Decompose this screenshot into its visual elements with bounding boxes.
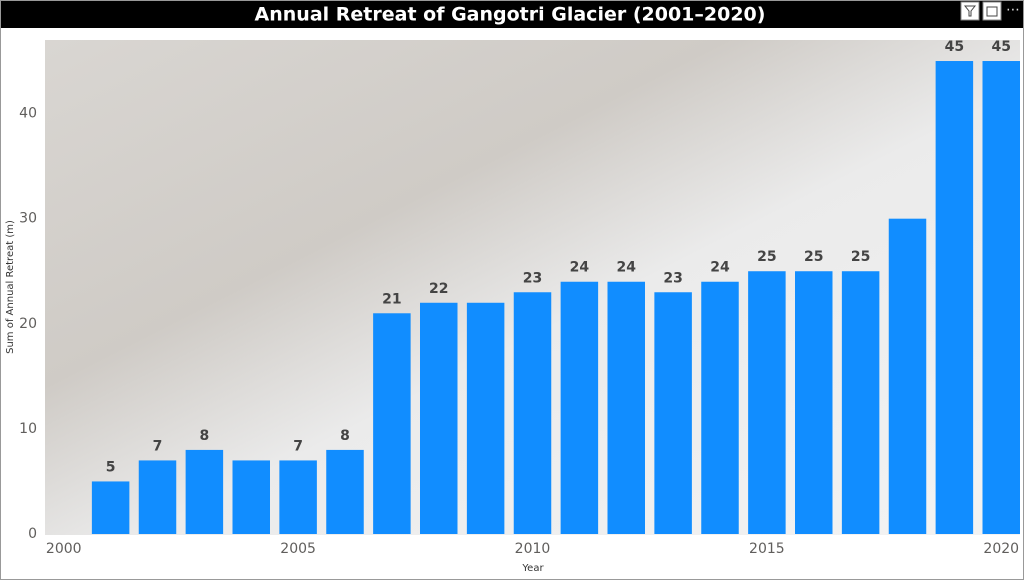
x-tick-label: 2005 <box>280 541 316 557</box>
bar <box>279 460 317 534</box>
data-label: 24 <box>570 260 590 276</box>
bar <box>935 61 974 535</box>
data-label: 7 <box>153 438 163 454</box>
x-tick-label: 2010 <box>515 541 551 557</box>
bar <box>560 281 599 534</box>
data-label: 5 <box>106 459 116 475</box>
data-label: 23 <box>663 270 682 286</box>
y-tick-label: 30 <box>19 211 37 227</box>
data-label: 25 <box>851 249 870 265</box>
filter-icon[interactable] <box>960 1 980 21</box>
data-label: 45 <box>992 39 1011 55</box>
x-tick-label: 2020 <box>983 541 1019 557</box>
bar <box>185 449 224 534</box>
data-label: 45 <box>945 39 964 55</box>
bar <box>420 302 458 534</box>
title-bar <box>0 0 1024 28</box>
data-label: 24 <box>710 260 730 276</box>
bar <box>701 281 739 534</box>
data-label: 8 <box>200 428 210 444</box>
x-axis-title: Year <box>521 563 544 574</box>
focus-glyph <box>986 6 998 17</box>
bar <box>373 313 411 534</box>
x-tick-label: 2015 <box>749 541 785 557</box>
bar <box>654 292 692 534</box>
data-label: 22 <box>429 281 448 297</box>
chart-title: Annual Retreat of Gangotri Glacier (2001… <box>255 4 766 26</box>
data-label: 8 <box>340 428 350 444</box>
bar <box>795 271 833 534</box>
data-label: 24 <box>617 260 637 276</box>
bar <box>982 61 1020 535</box>
bar <box>232 460 270 534</box>
bar <box>841 271 880 534</box>
data-label: 25 <box>804 249 823 265</box>
focus-icon[interactable] <box>982 1 1002 21</box>
y-tick-label: 0 <box>28 526 37 542</box>
bar <box>888 218 927 534</box>
bar <box>748 271 786 534</box>
bar <box>466 302 505 534</box>
data-label: 23 <box>523 270 542 286</box>
data-label: 21 <box>382 291 401 307</box>
y-axis-title: Sum of Annual Retreat (m) <box>5 220 16 354</box>
filter-glyph <box>963 5 977 17</box>
y-tick-label: 10 <box>19 421 37 437</box>
y-tick-label: 40 <box>19 106 37 122</box>
bar <box>326 449 364 534</box>
bar <box>91 481 130 534</box>
visual-header: ⋯ <box>960 1 1020 21</box>
data-label: 25 <box>757 249 776 265</box>
data-label: 7 <box>293 438 303 454</box>
bar <box>138 460 177 534</box>
y-tick-label: 20 <box>19 316 37 332</box>
bar <box>607 281 645 534</box>
bar <box>513 292 552 534</box>
more-options[interactable]: ⋯ <box>1006 2 1020 18</box>
x-tick-label: 2000 <box>46 541 82 557</box>
